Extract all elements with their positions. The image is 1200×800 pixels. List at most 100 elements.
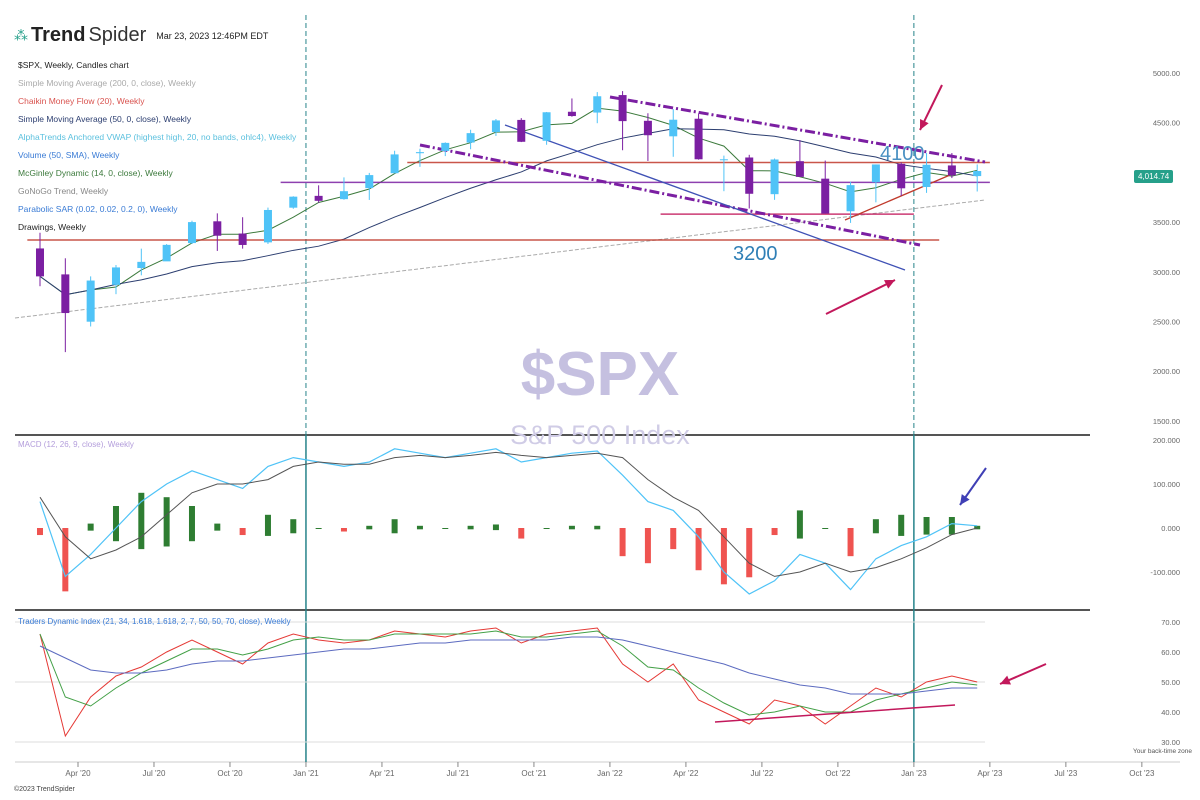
- x-axis-tick: Jul '22: [750, 769, 773, 778]
- macd-signal-line: [39, 451, 978, 577]
- candle-body: [795, 161, 804, 177]
- macd-histogram-bar: [340, 528, 347, 532]
- candle-body: [669, 119, 678, 137]
- sma-50-line: [39, 128, 978, 296]
- x-axis-tick: Oct '23: [1129, 769, 1155, 778]
- candle-body: [415, 152, 424, 154]
- candle-body: [973, 171, 982, 177]
- tdi-axis-tick: 60.00: [1161, 648, 1180, 657]
- candle-body: [846, 185, 855, 212]
- descending-trendline: [504, 124, 906, 271]
- x-axis-tick: Jan '21: [293, 769, 319, 778]
- x-axis-tick: Jul '23: [1054, 769, 1077, 778]
- macd-histogram-bar: [188, 506, 195, 542]
- legend-item[interactable]: Drawings, Weekly: [18, 222, 86, 232]
- macd-axis-tick: 0.000: [1161, 524, 1180, 533]
- chart-header: ⁂ Trend Spider Mar 23, 2023 12:46PM EDT: [14, 24, 268, 47]
- candle-body: [86, 280, 95, 322]
- price-axis-tick: 3000.00: [1153, 268, 1180, 277]
- trendspider-logo: ⁂ Trend Spider: [14, 24, 146, 47]
- macd-histogram-bar: [391, 519, 398, 534]
- candle-body: [441, 142, 450, 151]
- macd-line: [39, 448, 978, 595]
- x-axis-tick: Oct '21: [521, 769, 547, 778]
- macd-histogram-bar: [442, 528, 449, 529]
- price-axis-tick: 4500.00: [1153, 119, 1180, 128]
- candle-body: [567, 111, 576, 117]
- macd-histogram-bar: [239, 528, 246, 536]
- macd-histogram-bar: [872, 519, 879, 534]
- macd-histogram-bar: [670, 528, 677, 550]
- macd-histogram-bar: [36, 528, 43, 536]
- candle-body: [618, 95, 627, 122]
- candle-body: [314, 195, 323, 201]
- legend-item[interactable]: Simple Moving Average (50, 0, close), We…: [18, 114, 192, 124]
- macd-histogram-bar: [112, 506, 119, 542]
- macd-histogram-bar: [948, 517, 955, 535]
- level-label-4100: 4100: [880, 143, 925, 165]
- candle-body: [111, 267, 120, 285]
- lower-trendline: [419, 143, 921, 247]
- sma-200-line: [14, 199, 986, 319]
- candle-body: [643, 120, 652, 136]
- footer-copyright: ©2023 TrendSpider: [14, 786, 75, 793]
- macd-histogram-bar: [492, 524, 499, 531]
- arrow-down-icon: [920, 119, 929, 130]
- legend-item[interactable]: Parabolic SAR (0.02, 0.02, 0.2, 0), Week…: [18, 204, 178, 214]
- brand-light: Spider: [88, 24, 147, 46]
- price-axis-tick: 3500.00: [1153, 218, 1180, 227]
- legend-item[interactable]: AlphaTrends Anchored VWAP (highest high,…: [18, 132, 297, 142]
- tdi-axis-tick: 40.00: [1161, 708, 1180, 717]
- macd-histogram-bar: [315, 528, 322, 529]
- arrow-macd-icon: [960, 494, 970, 505]
- macd-histogram-bar: [974, 525, 981, 530]
- candle-body: [61, 274, 70, 314]
- macd-histogram-bar: [619, 528, 626, 557]
- candle-body: [745, 157, 754, 194]
- legend-item[interactable]: $SPX, Weekly, Candles chart: [18, 60, 129, 70]
- candle-body: [922, 164, 931, 188]
- candle-body: [466, 133, 475, 143]
- legend-item[interactable]: Simple Moving Average (200, 0, close), W…: [18, 78, 196, 88]
- macd-histogram-bar: [746, 528, 753, 578]
- legend-item[interactable]: Volume (50, SMA), Weekly: [18, 150, 120, 160]
- candle-body: [263, 209, 272, 243]
- price-axis-tick: 1500.00: [1153, 417, 1180, 426]
- candle-body: [162, 244, 171, 262]
- macd-histogram-bar: [87, 523, 94, 531]
- candle-body: [593, 96, 602, 113]
- macd-histogram-bar: [290, 519, 297, 534]
- timezone-note: Your back-time zone: [1132, 748, 1192, 755]
- level-label-3200: 3200: [733, 243, 778, 265]
- x-axis-tick: Apr '23: [977, 769, 1003, 778]
- x-axis-tick: Jan '23: [901, 769, 927, 778]
- tdi-divergence-line: [714, 704, 956, 723]
- macd-axis-tick: -100.000: [1150, 568, 1180, 577]
- indicator-legend: $SPX, Weekly, Candles chart Simple Moving…: [18, 56, 296, 236]
- candle-body: [187, 222, 196, 244]
- last-price-badge: 4,014.74: [1134, 170, 1174, 183]
- macd-histogram-bar: [644, 528, 651, 564]
- candle-body: [719, 159, 728, 161]
- candle-body: [897, 163, 906, 189]
- candle-body: [694, 118, 703, 160]
- tdi-series-line: [39, 636, 978, 695]
- tdi-axis-tick: 50.00: [1161, 678, 1180, 687]
- legend-item[interactable]: McGinley Dynamic (14, 0, close), Weekly: [18, 168, 173, 178]
- watermark-name: S&P 500 Index: [510, 420, 690, 450]
- macd-histogram-bar: [796, 510, 803, 539]
- tdi-series-line: [39, 630, 978, 716]
- tdi-series-line: [39, 627, 978, 738]
- legend-item[interactable]: GoNoGo Trend, Weekly: [18, 186, 109, 196]
- x-axis-tick: Oct '20: [217, 769, 243, 778]
- legend-item[interactable]: Chaikin Money Flow (20), Weekly: [18, 96, 145, 106]
- candle-body: [517, 119, 526, 142]
- candle-body: [542, 112, 551, 141]
- candle-body: [339, 191, 348, 200]
- macd-histogram-bar: [594, 525, 601, 530]
- candle-body: [365, 175, 374, 189]
- macd-histogram-bar: [366, 525, 373, 530]
- x-axis-tick: Oct '22: [825, 769, 851, 778]
- macd-histogram-bar: [568, 525, 575, 530]
